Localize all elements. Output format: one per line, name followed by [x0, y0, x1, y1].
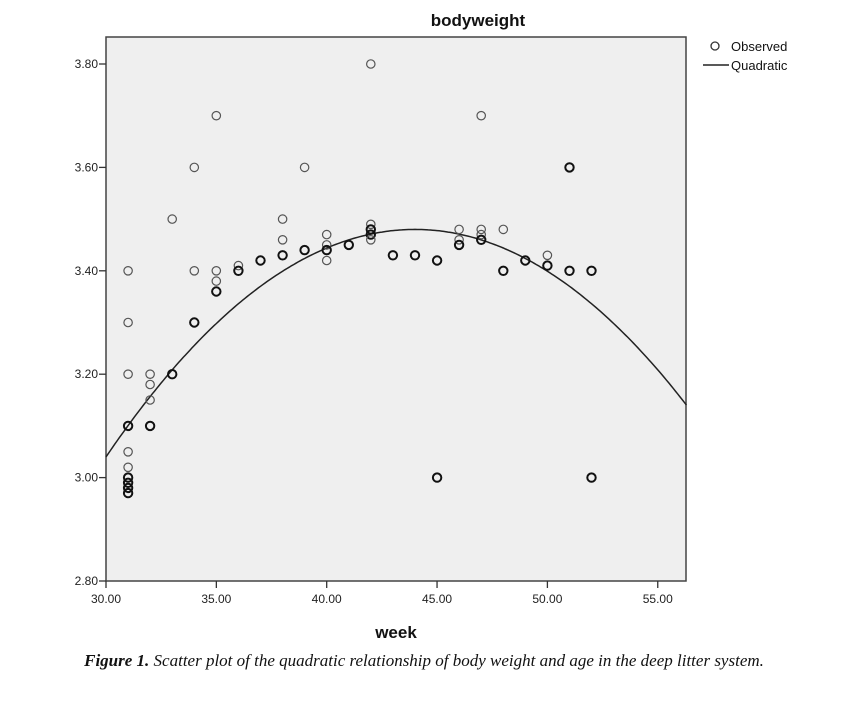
plot-area	[105, 36, 687, 582]
x-tick-label: 50.00	[532, 592, 562, 606]
observed-point	[122, 477, 134, 488]
observed-point	[233, 265, 244, 276]
quadratic-fit-layer	[105, 228, 687, 458]
observed-point	[299, 244, 310, 256]
observed-point	[365, 235, 376, 245]
observed-point	[277, 250, 288, 261]
legend-observed-marker	[710, 41, 720, 51]
observed-point	[299, 162, 310, 173]
y-tick-label: 2.80	[75, 574, 99, 588]
observed-point	[564, 265, 575, 276]
observed-point	[431, 255, 443, 266]
observed-point	[145, 369, 155, 379]
observed-point	[476, 224, 486, 235]
caption-text: Scatter plot of the quadratic relationsh…	[149, 651, 764, 670]
quadratic-fit-line	[105, 228, 687, 458]
observed-point	[255, 255, 266, 266]
observed-point	[542, 250, 553, 261]
y-axis: 2.80 3.00 3.20 3.40 3.60 3.80	[75, 57, 106, 588]
y-tick-label: 3.80	[75, 57, 99, 71]
observed-point	[321, 229, 332, 240]
observed-point	[454, 235, 464, 245]
observed-point	[123, 369, 133, 379]
observed-point	[122, 487, 134, 499]
observed-point	[211, 265, 222, 276]
observed-point	[520, 255, 531, 266]
observed-point	[365, 224, 376, 235]
observed-point	[122, 482, 134, 494]
observed-point	[343, 239, 354, 251]
observed-point	[454, 224, 464, 235]
observed-point	[122, 420, 134, 432]
observed-point	[277, 235, 288, 245]
observed-point	[365, 229, 376, 240]
observed-point	[277, 214, 288, 224]
observed-point	[145, 395, 155, 405]
y-tick-label: 3.60	[75, 160, 99, 174]
x-tick-label: 30.00	[91, 592, 121, 606]
observed-point	[586, 472, 597, 483]
chart-title: bodyweight	[431, 11, 526, 30]
legend-observed-label: Observed	[731, 39, 787, 54]
observed-point	[122, 472, 134, 483]
observed-point	[211, 110, 222, 121]
observed-point	[586, 265, 597, 276]
observed-point	[365, 59, 376, 69]
observed-point	[211, 276, 222, 286]
observed-point	[321, 244, 332, 256]
observed-point	[123, 265, 133, 276]
observed-point	[211, 286, 222, 297]
observed-point	[189, 317, 200, 328]
observed-point	[542, 260, 553, 271]
observed-point	[123, 462, 133, 473]
y-tick-label: 3.20	[75, 367, 99, 381]
observed-point	[476, 110, 486, 121]
observed-point	[476, 234, 487, 246]
observed-point	[431, 472, 443, 483]
observed-point	[167, 369, 178, 380]
x-tick-label: 45.00	[422, 592, 452, 606]
observed-point	[564, 162, 575, 173]
legend-quadratic-label: Quadratic	[731, 58, 788, 73]
observed-point	[387, 250, 399, 261]
caption-label: Figure 1.	[84, 651, 150, 670]
observed-point	[123, 317, 133, 328]
x-axis-title: week	[374, 623, 417, 642]
observed-point	[365, 219, 376, 230]
observed-point	[233, 260, 244, 271]
observed-point	[189, 265, 200, 276]
observed-point	[123, 446, 133, 457]
x-tick-label: 35.00	[201, 592, 231, 606]
observed-point	[498, 265, 509, 276]
observed-point	[453, 239, 465, 251]
legend: Observed Quadratic	[703, 39, 788, 73]
figure-caption: Figure 1. Scatter plot of the quadratic …	[0, 651, 848, 671]
observed-point	[189, 162, 200, 173]
x-tick-label: 40.00	[312, 592, 342, 606]
observed-point	[321, 240, 332, 250]
x-tick-label: 55.00	[643, 592, 673, 606]
x-axis: 30.00 35.00 40.00 45.00 50.00 55.00	[91, 581, 673, 606]
observed-point	[167, 214, 177, 224]
observed-point	[145, 379, 155, 390]
observed-point	[409, 250, 421, 261]
observed-points-layer	[122, 59, 597, 499]
y-tick-label: 3.00	[75, 471, 99, 485]
observed-point	[498, 224, 509, 235]
observed-point	[144, 420, 156, 432]
observed-point	[476, 229, 486, 240]
observed-point	[321, 255, 332, 266]
y-tick-label: 3.40	[75, 264, 99, 278]
